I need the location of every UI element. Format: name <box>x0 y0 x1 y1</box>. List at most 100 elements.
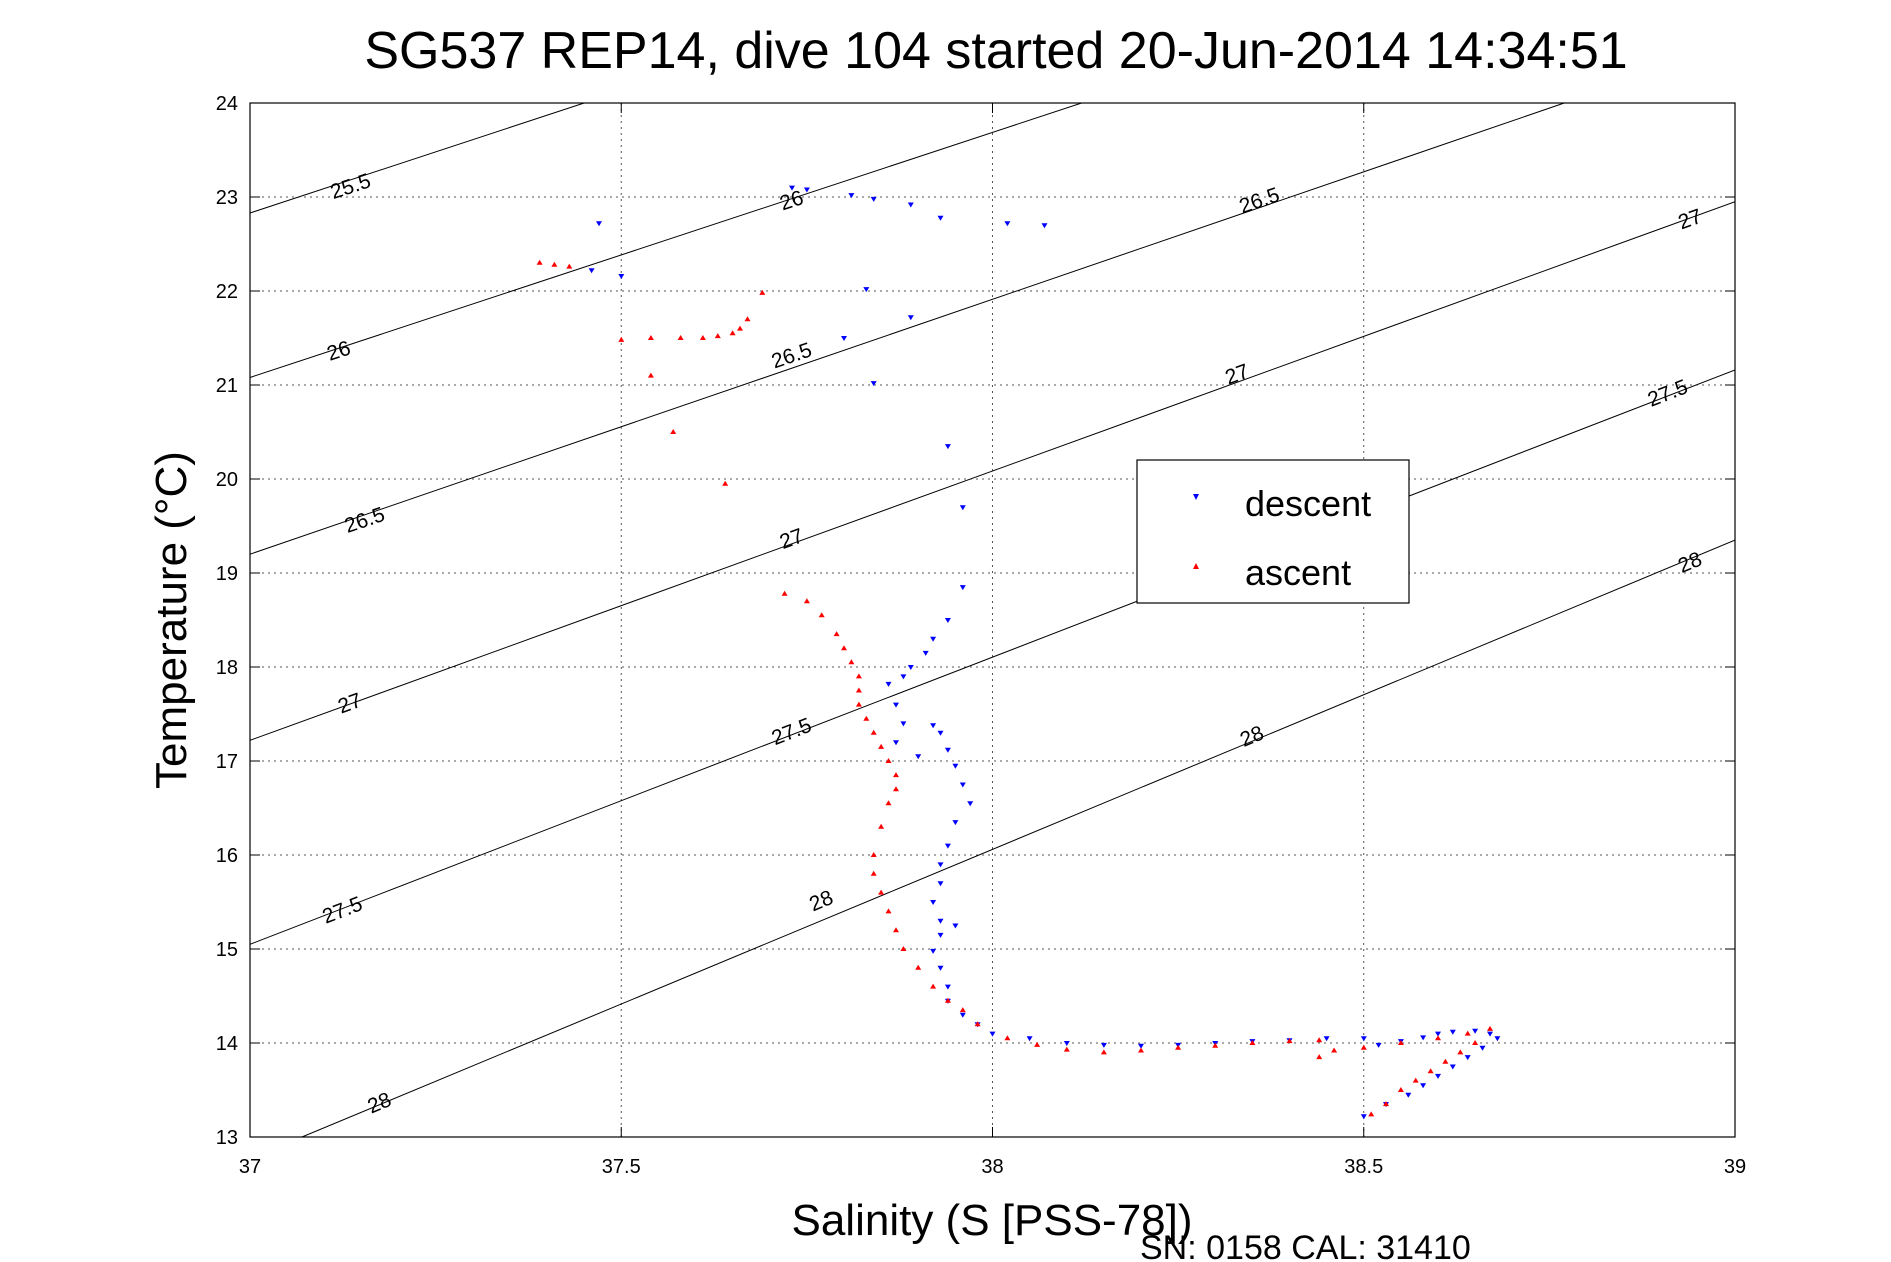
x-tick-label: 37 <box>239 1156 261 1178</box>
density-contour-line <box>250 201 1735 741</box>
descent-point <box>937 881 944 887</box>
descent-point <box>1004 221 1011 227</box>
ascent-point <box>878 823 885 829</box>
ascent-point <box>863 715 870 721</box>
ascent-point <box>878 743 885 749</box>
ascent-point <box>566 263 573 269</box>
descent-point <box>952 820 959 826</box>
ascent-point <box>759 289 766 295</box>
density-contour-line <box>250 103 1565 555</box>
descent-point <box>1464 1055 1471 1061</box>
density-contour-line <box>250 369 1735 945</box>
descent-point <box>1449 1064 1456 1070</box>
y-tick-label: 15 <box>216 939 238 961</box>
descent-point <box>1472 1028 1479 1034</box>
y-tick-label: 13 <box>216 1127 238 1149</box>
legend-label-ascent: ascent <box>1245 552 1351 593</box>
ascent-point <box>677 335 684 340</box>
axis-ticks <box>249 102 1736 1138</box>
y-tick-labels: 13 14 15 16 17 18 19 20 21 22 23 24 <box>216 93 238 1149</box>
descent-point <box>1405 1092 1412 1098</box>
ascent-point <box>1397 1087 1404 1092</box>
y-tick-label: 22 <box>216 281 238 303</box>
ascent-point <box>1212 1042 1219 1048</box>
ascent-point <box>1034 1041 1041 1047</box>
descent-point <box>952 763 959 769</box>
legend: descent ascent <box>1136 459 1410 604</box>
ascent-point <box>878 889 885 895</box>
ascent-point <box>974 1021 981 1027</box>
descent-point <box>1479 1045 1486 1051</box>
ascent-point <box>855 673 862 679</box>
x-tick-label: 38.5 <box>1344 1156 1383 1178</box>
descent-point <box>959 782 966 788</box>
x-tick-label: 39 <box>1724 1156 1746 1178</box>
legend-box <box>1136 459 1410 604</box>
ascent-point <box>1487 1025 1493 1031</box>
ascent-point <box>870 852 877 857</box>
descent-point <box>959 585 966 591</box>
ascent-point <box>893 786 899 792</box>
ascent-point <box>1383 1101 1389 1107</box>
descent-point <box>989 1031 996 1037</box>
descent-point <box>937 918 944 924</box>
descent-point <box>944 984 951 990</box>
x-tick-labels: 37 37.5 38 38.5 39 <box>239 1156 1746 1178</box>
y-tick-label: 24 <box>216 93 238 115</box>
descent-point <box>937 730 944 736</box>
ascent-point <box>729 330 736 336</box>
ascent-point <box>959 1007 966 1013</box>
ascent-point <box>930 983 937 989</box>
descent-point <box>1360 1036 1367 1042</box>
descent-point <box>1435 1031 1441 1037</box>
y-tick-label: 21 <box>216 375 238 397</box>
y-axis-title: Temperature (°C) <box>147 451 196 789</box>
descent-point <box>893 702 899 708</box>
ascent-point <box>1316 1054 1323 1060</box>
ascent-point <box>618 336 625 342</box>
descent-point <box>937 932 944 938</box>
y-tick-label: 19 <box>216 563 238 585</box>
legend-label-descent: descent <box>1245 483 1371 524</box>
ascent-point <box>670 429 677 434</box>
descent-point <box>618 274 625 279</box>
serial-calibration: SN: 0158 CAL: 31410 <box>1140 1229 1471 1262</box>
ascent-point <box>900 946 907 951</box>
descent-point <box>803 187 810 193</box>
ascent-point <box>1175 1044 1182 1050</box>
ascent-point <box>855 687 862 693</box>
descent-point <box>915 754 922 760</box>
ascent-point <box>870 870 877 876</box>
ascent-point <box>714 333 721 339</box>
y-tick-label: 18 <box>216 657 238 679</box>
ascent-point <box>944 997 951 1003</box>
ascent-point <box>744 316 751 322</box>
legend-marker-ascent <box>1193 563 1199 569</box>
density-contour-line <box>301 539 1735 1137</box>
descent-point <box>937 965 944 971</box>
ascent-point <box>647 335 654 340</box>
descent-point <box>863 287 870 293</box>
ascent-point <box>1100 1049 1107 1055</box>
density-contours <box>250 103 1735 1137</box>
descent-point <box>789 185 795 191</box>
series-ascent <box>536 259 1493 1117</box>
descent-point <box>841 336 847 341</box>
descent-point <box>588 268 595 274</box>
ascent-point <box>1457 1049 1464 1055</box>
ascent-point <box>1360 1044 1367 1050</box>
descent-point <box>1360 1114 1367 1120</box>
descent-point <box>870 381 877 387</box>
descent-point <box>1449 1029 1456 1035</box>
ascent-point <box>1286 1038 1293 1044</box>
y-tick-label: 14 <box>216 1033 238 1055</box>
descent-point <box>907 202 914 208</box>
descent-point <box>1026 1036 1033 1042</box>
descent-point <box>944 843 951 849</box>
descent-point <box>1100 1042 1107 1048</box>
ascent-point <box>647 372 654 378</box>
descent-point <box>1138 1043 1144 1049</box>
descent-point <box>1420 1035 1427 1041</box>
ascent-point <box>803 598 810 604</box>
ascent-point <box>1464 1030 1471 1036</box>
